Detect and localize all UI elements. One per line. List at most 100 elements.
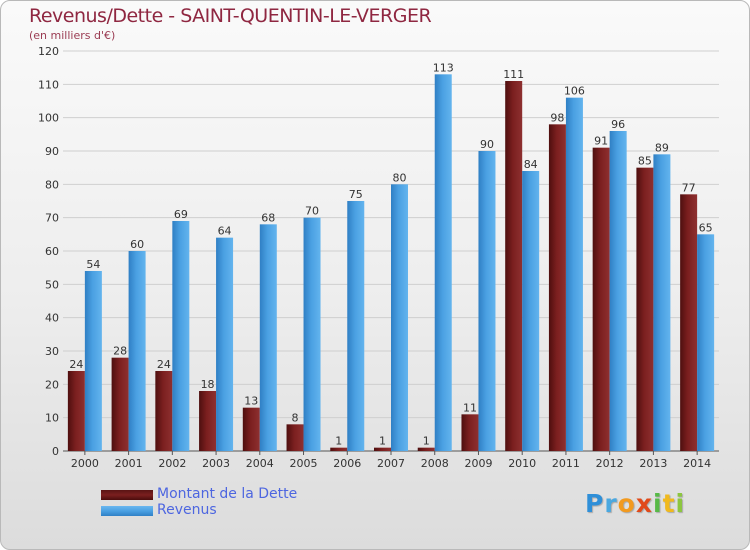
bar-debt	[374, 447, 391, 451]
bars	[67, 74, 715, 452]
bar-revenue	[478, 151, 496, 451]
bar-revenue	[128, 251, 146, 451]
data-label-debt: 85	[638, 155, 652, 168]
data-label-revenue: 75	[349, 188, 363, 201]
data-label-debt: 24	[69, 358, 83, 371]
data-label-debt: 24	[157, 358, 171, 371]
y-tick-label: 100	[38, 112, 59, 125]
data-label-debt: 1	[335, 435, 342, 448]
y-tick-label: 30	[45, 345, 59, 358]
data-label-revenue: 80	[393, 171, 407, 184]
data-label-revenue: 65	[699, 221, 713, 234]
x-tick-label: 2014	[683, 457, 711, 470]
y-tick-label: 80	[45, 178, 59, 191]
data-label-debt: 98	[550, 111, 564, 124]
data-label-debt: 1	[423, 435, 430, 448]
chart-subtitle: (en milliers d'€)	[29, 29, 116, 42]
bar-revenue	[172, 221, 190, 451]
x-tick-label: 2010	[508, 457, 536, 470]
y-tick-label: 0	[52, 445, 59, 458]
data-label-revenue: 96	[611, 118, 625, 131]
y-tick-label: 120	[38, 45, 59, 58]
bar-debt	[636, 167, 654, 451]
bar-debt	[286, 424, 304, 451]
y-tick-label: 90	[45, 145, 59, 158]
proxiti-logo: Proxiti	[585, 489, 685, 518]
logo-letter: P	[585, 489, 605, 518]
data-label-revenue: 113	[433, 61, 454, 74]
y-tick-label: 60	[45, 245, 59, 258]
y-tick-label: 10	[45, 412, 59, 425]
x-tick-label: 2007	[377, 457, 405, 470]
data-label-revenue: 64	[218, 225, 232, 238]
x-tick-label: 2000	[71, 457, 99, 470]
logo-letter: t	[662, 489, 676, 518]
data-label-revenue: 69	[174, 208, 188, 221]
logo-letter: o	[617, 489, 636, 518]
logo-letter: r	[604, 489, 618, 518]
bar-debt	[330, 447, 348, 451]
x-tick-label: 2013	[639, 457, 667, 470]
logo-letter: i	[653, 489, 663, 518]
bar-debt	[242, 407, 260, 451]
data-label-debt: 1	[379, 435, 386, 448]
bar-debt	[461, 414, 479, 451]
legend-swatch-revenue	[101, 506, 153, 516]
bar-revenue	[303, 217, 321, 451]
y-axis-ticks: 0 10 20 30 40 50 60 70 80 90 100 110 120	[38, 45, 59, 458]
data-label-revenue: 60	[130, 238, 144, 251]
data-label-revenue: 54	[86, 258, 100, 271]
bar-revenue	[347, 201, 365, 451]
data-label-debt: 77	[682, 181, 696, 194]
bar-revenue	[216, 237, 234, 451]
data-label-debt: 111	[503, 68, 524, 81]
data-label-revenue: 70	[305, 205, 319, 218]
x-tick-label: 2003	[202, 457, 230, 470]
data-label-revenue: 84	[524, 158, 538, 171]
bar-debt	[592, 147, 610, 451]
data-label-revenue: 68	[261, 211, 275, 224]
legend-label-debt: Montant de la Dette	[157, 486, 298, 502]
bar-revenue	[434, 74, 452, 451]
data-label-revenue: 89	[655, 141, 669, 154]
x-tick-label: 2005	[290, 457, 318, 470]
bar-debt	[505, 81, 523, 451]
bar-revenue	[84, 271, 102, 451]
data-label-revenue: 106	[564, 85, 585, 98]
y-tick-label: 110	[38, 78, 59, 91]
x-tick-label: 2001	[115, 457, 143, 470]
x-tick-label: 2011	[552, 457, 580, 470]
logo-letter: i	[675, 489, 686, 518]
y-tick-label: 50	[45, 278, 59, 291]
data-label-debt: 13	[244, 395, 258, 408]
chart-title: Revenus/Dette - SAINT-QUENTIN-LE-VERGER	[29, 5, 432, 27]
x-axis-ticks: 2000 2001 2002 2003 2004 2005 2006 2007 2008 2009…	[71, 451, 711, 470]
bar-debt	[199, 391, 217, 451]
bar-revenue	[522, 171, 540, 451]
x-tick-label: 2008	[421, 457, 449, 470]
y-tick-label: 70	[45, 212, 59, 225]
x-tick-label: 2004	[246, 457, 274, 470]
bar-revenue	[609, 131, 627, 451]
bar-debt	[67, 371, 85, 451]
bar-revenue	[259, 224, 277, 451]
bar-debt	[111, 357, 129, 451]
bar-revenue	[565, 97, 583, 452]
data-label-debt: 18	[201, 378, 215, 391]
logo-letter: x	[635, 489, 653, 518]
bar-debt	[680, 194, 698, 452]
y-tick-label: 20	[45, 378, 59, 391]
x-tick-label: 2006	[333, 457, 361, 470]
data-label-debt: 11	[463, 401, 477, 414]
bar-debt	[417, 447, 435, 451]
bar-revenue	[697, 234, 715, 451]
bar-debt	[155, 371, 173, 451]
data-label-debt: 91	[594, 135, 608, 148]
bar-debt	[548, 124, 566, 451]
data-labels: 24 54 28 60 24 69 18 64 13 68 8 70 1 75 1 80 1 113 11 90 111…	[69, 61, 712, 447]
legend-swatch-debt	[101, 490, 153, 500]
bar-revenue	[391, 184, 408, 452]
data-label-debt: 8	[292, 411, 299, 424]
